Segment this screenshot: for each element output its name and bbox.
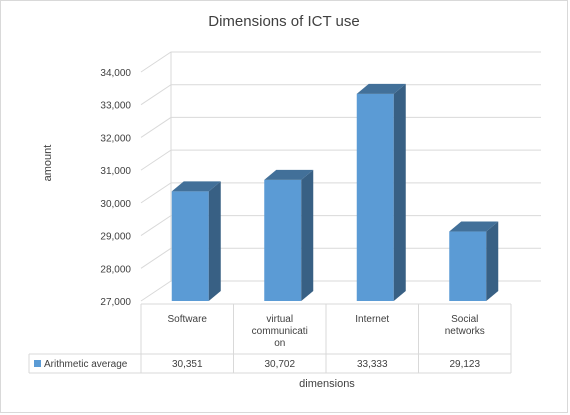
bar — [356, 83, 406, 301]
y-tick-label: 30,000 — [100, 199, 131, 210]
y-tick-label: 34,000 — [100, 68, 131, 79]
bar-side — [208, 181, 221, 301]
value-cell: 29,123 — [449, 359, 480, 370]
data-table: Software virtual communicati on Internet Soci… — [28, 303, 512, 374]
category-label-line: communicati — [252, 326, 308, 337]
bar-top — [449, 221, 499, 232]
y-tick-label: 31,000 — [100, 166, 131, 177]
value-cell: 30,702 — [264, 359, 295, 370]
y-tick-label: 29,000 — [100, 232, 131, 243]
bar-side — [393, 83, 406, 301]
category-label: Internet — [355, 314, 389, 325]
chart-title: Dimensions of ICT use — [208, 13, 359, 30]
gridline — [140, 51, 541, 73]
bar-front — [356, 93, 394, 301]
legend-key — [34, 360, 41, 367]
bar-front — [449, 231, 487, 301]
y-tick-label: 27,000 — [100, 297, 131, 308]
category-label: Social networks — [445, 314, 485, 337]
bar-front — [171, 191, 209, 301]
bar-top — [171, 181, 221, 192]
category-label-line: Social — [451, 314, 478, 325]
category-label-line: networks — [445, 326, 485, 337]
category-label-line: Software — [168, 314, 208, 325]
gridline — [140, 149, 541, 171]
gridline — [140, 116, 541, 138]
bars — [171, 83, 499, 301]
category-label-line: on — [274, 338, 285, 349]
series-name: Arithmetic average — [44, 359, 128, 370]
bar — [449, 221, 499, 301]
y-tick-label: 33,000 — [100, 101, 131, 112]
value-cell: 30,351 — [172, 359, 203, 370]
y-tick-labels: 27,000 28,000 29,000 30,000 31,000 32,000 33,0… — [100, 68, 131, 308]
category-label: Software — [168, 314, 208, 325]
bar-top — [264, 169, 314, 180]
bar — [171, 181, 221, 301]
y-tick-label: 32,000 — [100, 133, 131, 144]
bar-side — [301, 169, 314, 301]
y-tick-label: 28,000 — [100, 264, 131, 275]
gridline — [140, 84, 541, 106]
x-axis-title: dimensions — [299, 378, 355, 390]
category-label: virtual communicati on — [252, 314, 308, 349]
bar-top — [356, 83, 406, 94]
value-cell: 33,333 — [357, 359, 388, 370]
bar-front — [264, 179, 302, 301]
category-label-line: Internet — [355, 314, 389, 325]
category-label-line: virtual — [266, 314, 293, 325]
y-axis-title: amount — [42, 145, 54, 182]
bar-side — [486, 221, 499, 301]
bar — [264, 169, 314, 301]
gridlines — [140, 51, 541, 302]
